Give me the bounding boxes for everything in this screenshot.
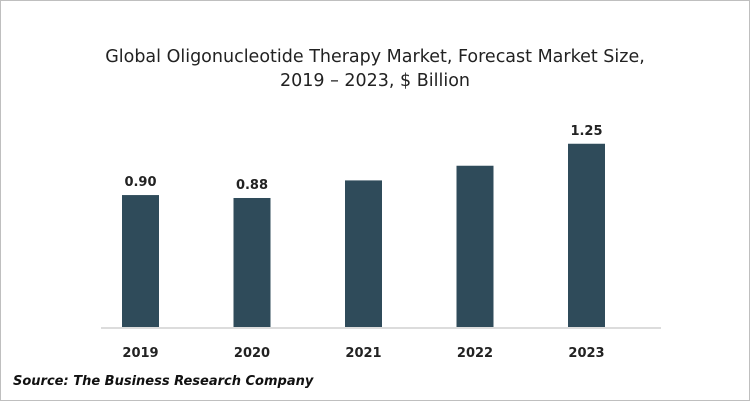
bar-2023	[568, 143, 605, 327]
bar-2022	[456, 165, 494, 327]
chart-title: Global Oligonucleotide Therapy Market, F…	[1, 45, 749, 93]
data-label-2020: 0.88	[236, 178, 268, 193]
bar-2020	[233, 197, 271, 327]
x-tick-label-2022: 2022	[457, 346, 493, 361]
source-note: Source: The Business Research Company	[13, 374, 314, 389]
bar-2021	[345, 180, 382, 327]
x-tick-label-2023: 2023	[568, 346, 604, 361]
data-label-2023: 1.25	[570, 124, 602, 139]
x-tick-label-2020: 2020	[234, 346, 270, 361]
x-tick-label-2019: 2019	[122, 346, 158, 361]
chart-title-line2: 2019 – 2023, $ Billion	[279, 71, 471, 91]
bar-2019	[122, 195, 159, 327]
chart-title-line1: Global Oligonucleotide Therapy Market, F…	[105, 47, 645, 67]
x-tick-label-2021: 2021	[345, 346, 381, 361]
data-label-2019: 0.90	[124, 175, 156, 190]
